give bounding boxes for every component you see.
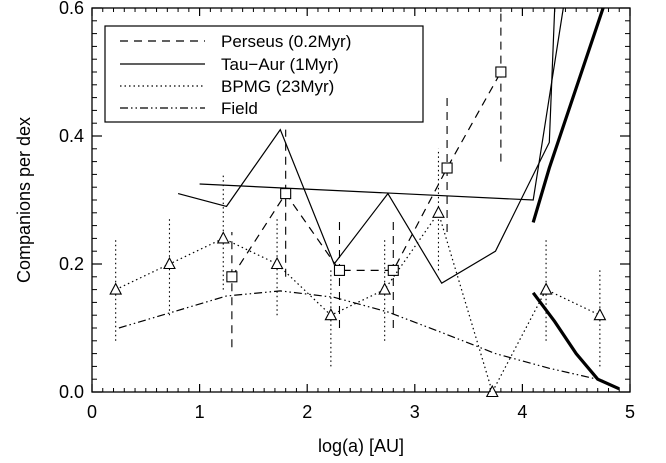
series-line: [531, 291, 620, 391]
series-5: [531, 7, 605, 223]
series-0: [226, 8, 507, 348]
x-axis-title: log(a) [AU]: [318, 436, 404, 456]
data-point: [226, 271, 238, 283]
series-line: [231, 71, 502, 278]
data-point: [378, 282, 392, 295]
y-tick-label: 0.6: [59, 0, 84, 18]
data-point: [280, 188, 292, 200]
legend-label-field: Field: [221, 99, 258, 118]
legend-label-perseus: Perseus (0.2Myr): [221, 32, 351, 51]
data-point: [495, 66, 507, 78]
legend-label-tau-aur: Tau−Aur (1Myr): [221, 55, 339, 74]
series-6: [531, 291, 620, 391]
data-point: [324, 308, 338, 321]
series-line: [199, 7, 564, 201]
data-point: [333, 264, 346, 276]
legend-label-bpmg: BPMG (23Myr): [221, 77, 334, 96]
series-layer: [109, 7, 620, 398]
series-3: [109, 148, 607, 398]
x-tick-label: 1: [195, 402, 205, 422]
series-line: [118, 290, 604, 382]
x-tick-label: 5: [625, 402, 635, 422]
tick-layer: 0 1 2 3 4 5 0.0 0.2 0.4 0.6: [59, 0, 635, 422]
data-point: [387, 264, 399, 276]
legend: Perseus (0.2Myr) Tau−Aur (1Myr) BPMG (23…: [104, 25, 424, 123]
data-point: [441, 162, 453, 174]
x-tick-label: 2: [302, 402, 312, 422]
data-point: [539, 282, 553, 295]
data-point: [270, 256, 284, 270]
series-line: [115, 211, 601, 394]
x-tick-label: 0: [87, 402, 97, 422]
legend-box: [104, 25, 424, 123]
data-point: [216, 231, 230, 244]
data-point: [593, 308, 607, 321]
y-tick-label: 0.4: [59, 126, 84, 146]
series-line: [531, 7, 605, 223]
x-tick-label: 4: [517, 402, 527, 422]
data-point: [109, 282, 123, 295]
series-2: [199, 7, 564, 201]
data-point: [163, 256, 176, 270]
data-point: [432, 205, 445, 218]
x-tick-label: 3: [410, 402, 420, 422]
series-4: [118, 290, 604, 382]
y-axis-title: Companions per dex: [14, 117, 34, 283]
y-tick-label: 0.0: [59, 382, 84, 402]
y-tick-label: 0.2: [59, 254, 84, 274]
data-point: [485, 384, 499, 398]
